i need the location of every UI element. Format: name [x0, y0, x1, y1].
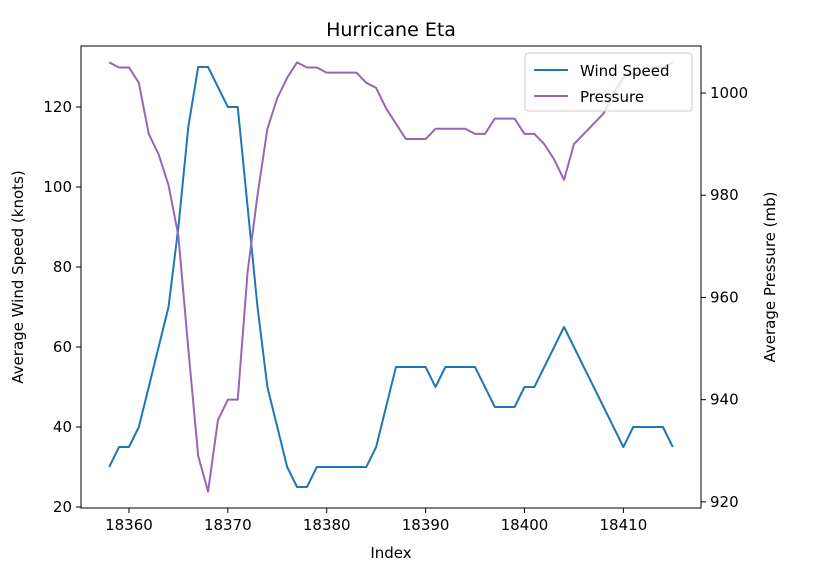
legend-label-wind-speed: Wind Speed	[580, 62, 670, 80]
y-tick-label: 80	[53, 258, 72, 276]
chart-title: Hurricane Eta	[326, 19, 456, 41]
y-tick-label: 40	[53, 418, 72, 436]
plot-lines	[108, 61, 674, 493]
plot-frame	[80, 45, 702, 509]
y2-tick-label: 960	[710, 288, 739, 306]
y-tick-label: 100	[43, 178, 72, 196]
y-axis-label: Average Wind Speed (knots)	[9, 170, 27, 383]
x-axis-label: Index	[370, 544, 411, 562]
y2-tick-label: 1000	[710, 84, 748, 102]
x-tick-label: 18400	[501, 516, 549, 534]
y2-tick-label: 940	[710, 391, 739, 409]
x-tick-label: 18360	[105, 516, 153, 534]
series-line-wind-speed	[108, 66, 674, 488]
x-tick-label: 18380	[303, 516, 351, 534]
y-axis-left: 20 40 60 80 100 120	[43, 98, 81, 516]
y-tick-label: 60	[53, 338, 72, 356]
series-line-pressure	[108, 61, 674, 493]
y2-axis-label: Average Pressure (mb)	[761, 191, 779, 362]
y2-tick-label: 980	[710, 186, 739, 204]
y-tick-label: 120	[43, 98, 72, 116]
y-axis-right: 920 940 960 980 1000	[701, 84, 748, 511]
x-axis: 18360 18370 18380 18390 18400 18410	[105, 508, 647, 534]
legend-label-pressure: Pressure	[580, 88, 644, 106]
x-tick-label: 18370	[204, 516, 252, 534]
y2-tick-label: 920	[710, 493, 739, 511]
x-tick-label: 18410	[600, 516, 648, 534]
y-tick-label: 20	[53, 498, 72, 516]
x-tick-label: 18390	[402, 516, 450, 534]
legend: Wind Speed Pressure	[524, 52, 693, 112]
